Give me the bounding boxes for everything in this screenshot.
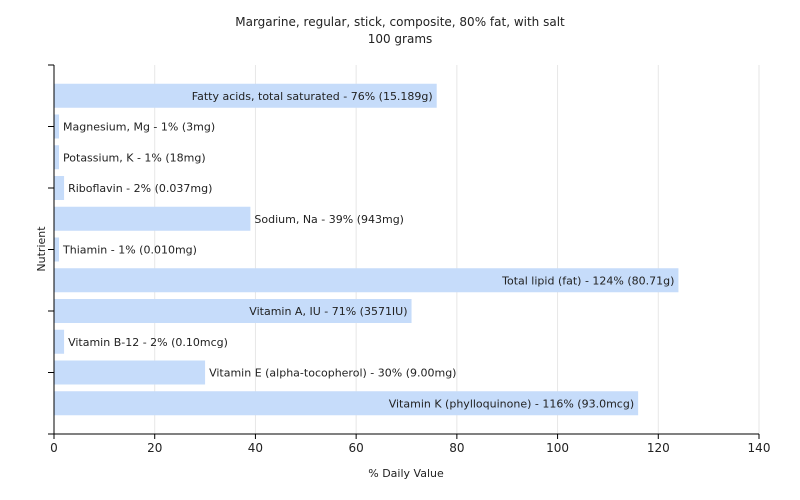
bar-label: Vitamin A, IU - 71% (3571IU) xyxy=(249,305,407,318)
x-tick-label: 140 xyxy=(748,441,771,455)
chart-subtitle: 100 grams xyxy=(367,32,433,46)
x-tick-label: 40 xyxy=(248,441,263,455)
bar-label: Thiamin - 1% (0.010mg) xyxy=(62,244,197,257)
bar-label: Vitamin B-12 - 2% (0.10mcg) xyxy=(68,336,228,349)
x-tick-labels: 0 20 40 60 80 100 120 140 xyxy=(50,441,770,455)
bar xyxy=(54,299,412,323)
bars xyxy=(54,83,679,416)
x-tick-label: 0 xyxy=(50,441,58,455)
bar-labels: Fatty acids, total saturated - 76% (15.1… xyxy=(62,90,674,411)
bar xyxy=(54,206,251,231)
x-tick-label: 100 xyxy=(546,441,569,455)
bar xyxy=(54,237,60,262)
bar-label: Vitamin E (alpha-tocopherol) - 30% (9.00… xyxy=(209,367,456,380)
axes xyxy=(48,64,760,439)
x-tick-label: 60 xyxy=(349,441,364,455)
bar xyxy=(54,114,60,139)
bar xyxy=(54,268,679,293)
bar xyxy=(54,329,65,354)
x-tick-label: 80 xyxy=(449,441,464,455)
y-axis-label: Nutrient xyxy=(35,226,48,272)
bar xyxy=(54,176,65,200)
x-tick-label: 120 xyxy=(647,441,670,455)
chart-title: Margarine, regular, stick, composite, 80… xyxy=(235,15,565,29)
bar xyxy=(54,83,437,108)
bar-label: Sodium, Na - 39% (943mg) xyxy=(254,213,404,226)
bar-label: Total lipid (fat) - 124% (80.71g) xyxy=(501,274,674,287)
bar-label: Potassium, K - 1% (18mg) xyxy=(63,151,206,164)
bar-label: Fatty acids, total saturated - 76% (15.1… xyxy=(192,90,433,103)
x-axis-label: % Daily Value xyxy=(368,467,444,480)
x-tick-label: 20 xyxy=(147,441,162,455)
bar xyxy=(54,360,206,385)
bar xyxy=(54,145,60,170)
bar-label: Magnesium, Mg - 1% (3mg) xyxy=(63,121,215,134)
bar-label: Vitamin K (phylloquinone) - 116% (93.0mc… xyxy=(389,397,634,410)
bar-label: Riboflavin - 2% (0.037mg) xyxy=(68,182,212,195)
bar xyxy=(54,391,639,416)
